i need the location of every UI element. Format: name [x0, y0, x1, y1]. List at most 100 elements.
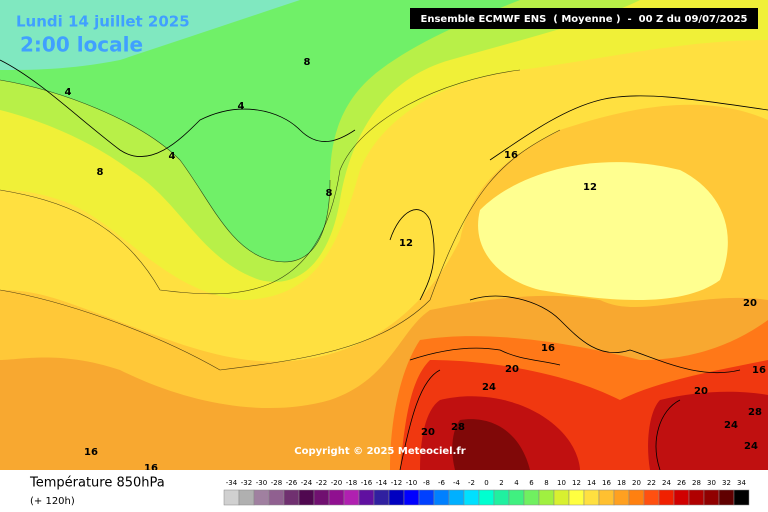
- contour-label: 16: [504, 150, 518, 161]
- scale-swatch: [283, 489, 300, 506]
- scale-label: -18: [346, 479, 357, 487]
- scale-label: 6: [529, 479, 534, 487]
- map-date: Lundi 14 juillet 2025: [16, 13, 190, 31]
- contour-label: 28: [748, 407, 762, 418]
- contour-label: 8: [326, 188, 333, 199]
- scale-swatch: [358, 489, 375, 506]
- scale-swatch: [343, 489, 360, 506]
- scale-swatch: [568, 489, 585, 506]
- scale-swatch: [313, 489, 330, 506]
- contour-label: 8: [304, 57, 311, 68]
- scale-label: -16: [361, 479, 373, 487]
- scale-label: 20: [632, 479, 641, 487]
- contour-label: 12: [399, 238, 413, 249]
- scale-swatch: [328, 489, 345, 506]
- scale-label: -6: [438, 479, 446, 487]
- scale-label: 28: [692, 479, 701, 487]
- scale-label: -22: [316, 479, 327, 487]
- scale-label: -34: [226, 479, 238, 487]
- contour-label: 20: [421, 427, 435, 438]
- scale-label: 24: [662, 479, 671, 487]
- map: [0, 0, 768, 471]
- scale-label: -32: [241, 479, 252, 487]
- contour-label: 16: [84, 447, 98, 458]
- scale-label: 26: [677, 479, 686, 487]
- scale-swatch: [478, 489, 495, 506]
- copyright: Copyright © 2025 Meteociel.fr: [294, 446, 465, 457]
- scale-label: 8: [544, 479, 548, 487]
- scale-swatch: [643, 489, 660, 506]
- scale-label: 30: [707, 479, 716, 487]
- scale-swatch: [298, 489, 315, 506]
- contour-label: 24: [724, 420, 738, 431]
- scale-label: -14: [376, 479, 388, 487]
- scale-swatch: [658, 489, 675, 506]
- contour-labels: 4 4 4 8 8 8 12 12 16 16 16 16 16 20 20 20 20 24 24 24 28 28: [65, 57, 766, 474]
- scale-swatch: [253, 489, 270, 506]
- scale-label: -24: [301, 479, 313, 487]
- scale-label: -2: [468, 479, 475, 487]
- scale-label: -8: [423, 479, 430, 487]
- scale-label: -30: [256, 479, 267, 487]
- scale-label: 14: [587, 479, 596, 487]
- contour-label: 28: [451, 422, 465, 433]
- scale-swatch: [448, 489, 465, 506]
- scale-label: -26: [286, 479, 298, 487]
- scale-label: 18: [617, 479, 626, 487]
- scale-label: 32: [722, 479, 731, 487]
- contour-label: 16: [541, 343, 555, 354]
- scale-label: 2: [499, 479, 503, 487]
- header: Ensemble ECMWF ENS ( Moyenne ) - 00 Z du…: [421, 14, 748, 25]
- scale-swatch: [523, 489, 540, 506]
- scale-swatch: [373, 489, 390, 506]
- scale-swatch: [508, 489, 525, 506]
- scale-swatch: [733, 489, 750, 506]
- contour-label: 20: [694, 386, 708, 397]
- scale-swatch: [268, 489, 285, 506]
- scale-swatch: [388, 489, 405, 506]
- scale-swatch: [598, 489, 615, 506]
- scale-label: -20: [331, 479, 342, 487]
- scale-label: 4: [514, 479, 519, 487]
- scale-label: 34: [737, 479, 746, 487]
- scale-swatch: [463, 489, 480, 506]
- scale-swatch: [688, 489, 705, 506]
- scale-label: 12: [572, 479, 581, 487]
- scale-swatch: [673, 489, 690, 506]
- scale-swatch: [238, 489, 255, 506]
- lead-time: (+ 120h): [30, 496, 75, 507]
- contour-label: 20: [505, 364, 519, 375]
- scale-label: 16: [602, 479, 611, 487]
- contour-label: 12: [583, 182, 597, 193]
- contour-label: 16: [144, 463, 158, 474]
- scale-label: -12: [391, 479, 402, 487]
- scale-swatch: [223, 489, 240, 506]
- contour-label: 24: [482, 382, 496, 393]
- scale-swatch: [583, 489, 600, 506]
- contour-label: 4: [238, 101, 245, 112]
- scale-label: 0: [484, 479, 488, 487]
- scale-swatch: [613, 489, 630, 506]
- scale-label: -10: [406, 479, 417, 487]
- contour-label: 16: [752, 365, 766, 376]
- scale-swatch: [418, 489, 435, 506]
- contour-label: 24: [744, 441, 758, 452]
- scale-swatch: [403, 489, 420, 506]
- map-time: 2:00 locale: [20, 33, 143, 57]
- scale-label: 10: [557, 479, 566, 487]
- scale-swatch: [703, 489, 720, 506]
- parameter: Température 850hPa: [29, 476, 165, 491]
- scale-label: -28: [271, 479, 282, 487]
- color-scale: -34 -32 -30 -28 -26 -24 -22 -20 -18 -16 -14 -12 -10-…: [223, 479, 750, 506]
- header-box: [410, 8, 758, 29]
- scale-swatch: [433, 489, 450, 506]
- scale-label: 22: [647, 479, 656, 487]
- contour-label: 4: [65, 87, 72, 98]
- scale-swatch: [553, 489, 570, 506]
- contour-label: 4: [169, 151, 176, 162]
- scale-label: -4: [453, 479, 461, 487]
- scale-swatch: [718, 489, 735, 506]
- contour-label: 8: [97, 167, 104, 178]
- scale-swatch: [493, 489, 510, 506]
